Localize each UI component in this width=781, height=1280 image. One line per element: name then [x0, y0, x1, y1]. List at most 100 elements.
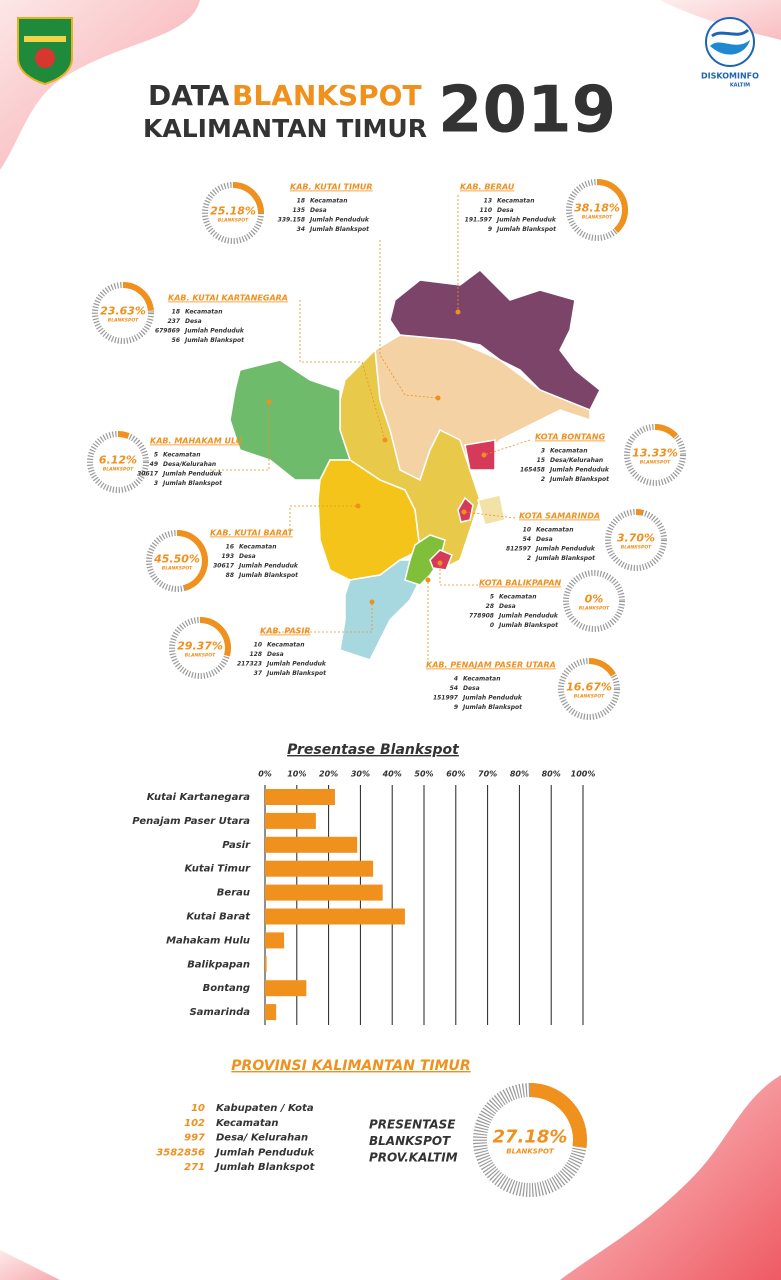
x-tick-label: 30% — [351, 770, 370, 779]
map-dots — [266, 309, 487, 605]
stat-label: Kecamatan — [463, 676, 501, 683]
category-label: Kutai Timur — [185, 864, 252, 875]
stat-label: Desa — [185, 318, 202, 325]
stat-label: Kecamatan — [550, 448, 588, 455]
title-year: 2019 — [438, 74, 616, 148]
donut-caption: BLANKSPOT — [162, 566, 193, 572]
stat-value: 10 — [254, 642, 262, 649]
stat-label: Desa — [239, 553, 256, 560]
bar — [265, 980, 307, 997]
stat-label: Jumlah Blankspot — [238, 572, 299, 579]
donut-arc — [605, 509, 667, 571]
donut-arc — [169, 617, 231, 679]
stat-value: 16 — [226, 544, 234, 551]
province-stat-value: 10 — [191, 1103, 205, 1114]
stat-value: 18 — [297, 198, 305, 205]
x-tick-label: 50% — [414, 770, 433, 779]
title-prefix: DATA — [148, 79, 230, 112]
region-name: KAB. KUTAI KARTANEGARA — [168, 294, 288, 303]
donut-caption: BLANKSPOT — [103, 467, 134, 473]
stat-value: 18 — [172, 309, 180, 316]
x-tick-label: 80% — [510, 770, 529, 779]
category-label: Mahakam Hulu — [166, 935, 250, 946]
stat-value: 135 — [292, 207, 305, 214]
stat-value: 110 — [479, 207, 492, 214]
stat-label: Jumlah Blankspot — [498, 622, 559, 629]
donut-track — [605, 509, 667, 571]
donut-arc — [473, 1083, 587, 1197]
stat-label: Jumlah Blankspot — [496, 226, 557, 233]
stat-label: Kecamatan — [185, 309, 223, 316]
category-label: Penajam Paser Utara — [132, 816, 250, 827]
stat-label: Kecamatan — [163, 452, 201, 459]
stat-value: 49 — [150, 461, 158, 468]
donut-percent: 3.70% — [617, 531, 655, 544]
bar — [265, 908, 405, 925]
donut-caption: BLANKSPOT — [640, 460, 671, 466]
bar — [265, 836, 358, 853]
donut-percent: 27.18% — [493, 1126, 568, 1147]
x-tick-label: 0% — [258, 770, 272, 779]
bar — [265, 812, 316, 829]
x-tick-label: 100% — [571, 770, 596, 779]
emblem — [17, 17, 73, 86]
stat-label: Desa — [310, 207, 327, 214]
bar — [265, 1004, 277, 1021]
stat-label: Kecamatan — [267, 642, 305, 649]
region-name: KAB. BERAU — [460, 183, 515, 192]
title-line2: KALIMANTAN TIMUR — [143, 114, 427, 143]
stat-label: Jumlah Blankspot — [549, 476, 610, 483]
stat-label: Jumlah Penduduk — [266, 661, 327, 668]
stat-label: Jumlah Blankspot — [462, 704, 523, 711]
category-label: Samarinda — [189, 1007, 250, 1018]
donut-track — [624, 424, 686, 486]
stat-label: Jumlah Penduduk — [184, 328, 245, 335]
stat-label: Jumlah Blankspot — [266, 670, 327, 677]
category-label: Pasir — [222, 840, 251, 851]
stat-label: Jumlah Penduduk — [309, 217, 370, 224]
category-label: Kutai Barat — [186, 912, 251, 923]
donut-arc — [558, 658, 620, 720]
donut-caption: BLANKSPOT — [506, 1148, 555, 1156]
donut-arc — [202, 182, 264, 244]
donut-caption: BLANKSPOT — [108, 318, 139, 324]
stat-value: 217323 — [237, 661, 262, 668]
stat-value: 165458 — [520, 467, 545, 474]
stat-label: Kecamatan — [497, 198, 535, 205]
donut-percent: 38.18% — [574, 201, 620, 214]
x-tick-label: 60% — [446, 770, 465, 779]
x-tick-label: 80% — [542, 770, 561, 779]
stat-value: 128 — [249, 651, 262, 658]
stat-value: 30617 — [137, 471, 159, 478]
stat-label: Desa — [499, 603, 516, 610]
stat-value: 191.597 — [465, 217, 493, 224]
bar — [265, 932, 285, 949]
stat-label: Jumlah Penduduk — [462, 695, 523, 702]
summary-line: PRESENTASE — [369, 1118, 456, 1132]
bar — [265, 789, 335, 805]
province-stat-label: Kabupaten / Kota — [216, 1103, 314, 1114]
stat-value: 778908 — [469, 613, 494, 620]
stat-value: 34 — [297, 226, 305, 233]
stat-value: 54 — [523, 536, 531, 543]
stat-value: 9 — [488, 226, 492, 233]
donut-caption: BLANKSPOT — [582, 215, 613, 221]
connector-lines — [210, 195, 531, 660]
x-tick-label: 20% — [319, 770, 338, 779]
province-stat-value: 997 — [184, 1133, 205, 1144]
donut-arc — [87, 431, 149, 493]
donut-percent: 13.33% — [632, 446, 678, 459]
stat-label: Kecamatan — [536, 527, 574, 534]
stat-label: Kecamatan — [499, 594, 537, 601]
donut-arc — [92, 282, 154, 344]
stat-label: Jumlah Blankspot — [309, 226, 370, 233]
stat-value: 37 — [254, 670, 263, 677]
donut-percent: 6.12% — [99, 453, 137, 466]
bar — [265, 860, 374, 877]
stat-value: 5 — [490, 594, 494, 601]
region-name: KAB. PENAJAM PASER UTARA — [426, 661, 556, 670]
map — [229, 269, 601, 661]
summary-line: PROV.KALTIM — [369, 1151, 458, 1165]
region-name: KAB. PASIR — [260, 627, 311, 636]
